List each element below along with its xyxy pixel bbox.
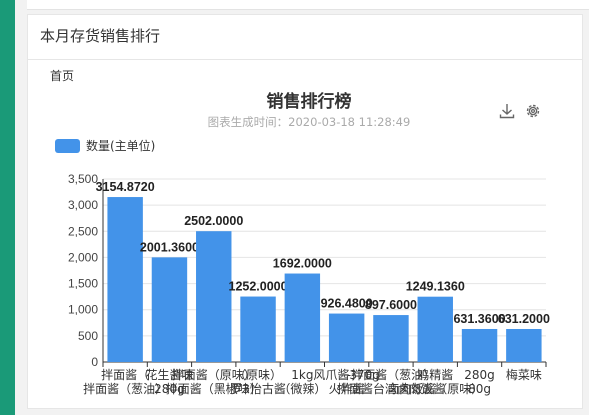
- x-tick-label: 火炸酱: [329, 381, 365, 396]
- y-tick-label: 3,000: [68, 198, 98, 212]
- y-tick-label: 2,000: [68, 250, 98, 264]
- x-tick-label: 花生酱味: [145, 367, 193, 382]
- panel-title: 本月存货销售排行: [40, 27, 161, 45]
- x-tick-label: 风爪酱370g: [313, 367, 380, 382]
- chart-subtitle: 图表生成时间：2020-03-18 11:28:49: [207, 115, 411, 129]
- y-tick-label: 0: [91, 355, 98, 369]
- x-tick-label: -拌面酱（葱油）: [347, 367, 435, 382]
- x-tick-label: （原味）: [234, 368, 282, 382]
- bar-value-label: 1249.1360: [406, 280, 465, 294]
- bar-value-label: 1692.0000: [273, 257, 332, 271]
- bar: [506, 328, 542, 362]
- bar: [461, 328, 498, 362]
- x-tick-label: 280g: [154, 382, 185, 396]
- x-tick-label: 1kg: [291, 368, 313, 382]
- x-tick-label: 罗3怡古酱: [230, 381, 286, 396]
- bar: [373, 315, 409, 362]
- x-tick-label: 拌面酱（黑椒味）: [166, 381, 262, 396]
- bar-value-label: 926.4800: [321, 297, 373, 311]
- x-tick-label: 拌面酱台湾卤肉饭酱: [337, 381, 445, 396]
- bar: [196, 231, 232, 362]
- y-tick-label: 1,500: [68, 277, 98, 291]
- bar: [417, 296, 453, 362]
- top-bar: [27, 0, 589, 10]
- bar: [151, 257, 188, 362]
- x-tick-label: 卤肉饭酱（原味）: [387, 381, 483, 396]
- x-tick-label: 拌面酱（葱油）: [83, 381, 167, 396]
- bar-value-label: 631.3600: [453, 312, 505, 326]
- y-tick-label: 1,000: [68, 303, 98, 317]
- x-tick-label: 梅菜味: [506, 367, 542, 382]
- x-tick-label: 拌面酱（: [101, 367, 149, 382]
- side-nav-strip: [0, 0, 15, 415]
- bar: [328, 313, 365, 362]
- x-tick-label: 拌面酱（原味）: [172, 367, 256, 382]
- legend-swatch: [55, 138, 80, 153]
- x-tick-label: （微辣）: [278, 382, 326, 396]
- panel-divider: [28, 59, 582, 60]
- bar: [284, 273, 321, 362]
- x-tick-label: 80g: [468, 382, 491, 396]
- bar: [240, 296, 276, 362]
- y-tick-label: 3,500: [68, 172, 98, 186]
- x-tick-label: 鸡精酱: [417, 367, 453, 382]
- chart-title: 销售排行榜: [266, 92, 352, 112]
- bar: [107, 197, 143, 362]
- gear-icon[interactable]: [524, 102, 542, 120]
- x-tick-label: 280g: [464, 368, 495, 382]
- legend-item-quantity[interactable]: 数量(主单位): [55, 137, 155, 154]
- bar-value-label: 897.6000: [365, 298, 417, 312]
- y-tick-label: 2,500: [68, 224, 98, 238]
- download-icon[interactable]: [498, 102, 516, 120]
- bar-value-label: 2001.3600: [140, 240, 199, 254]
- bar-value-label: 2502.0000: [184, 214, 243, 228]
- bar-value-label: 1252.0000: [229, 280, 288, 294]
- bar-value-label: 631.2000: [498, 312, 550, 326]
- y-tick-label: 500: [78, 329, 98, 343]
- legend-label: 数量(主单位): [86, 139, 156, 153]
- breadcrumb-home[interactable]: 首页: [50, 69, 75, 83]
- bar-value-label: 3154.8720: [96, 180, 155, 194]
